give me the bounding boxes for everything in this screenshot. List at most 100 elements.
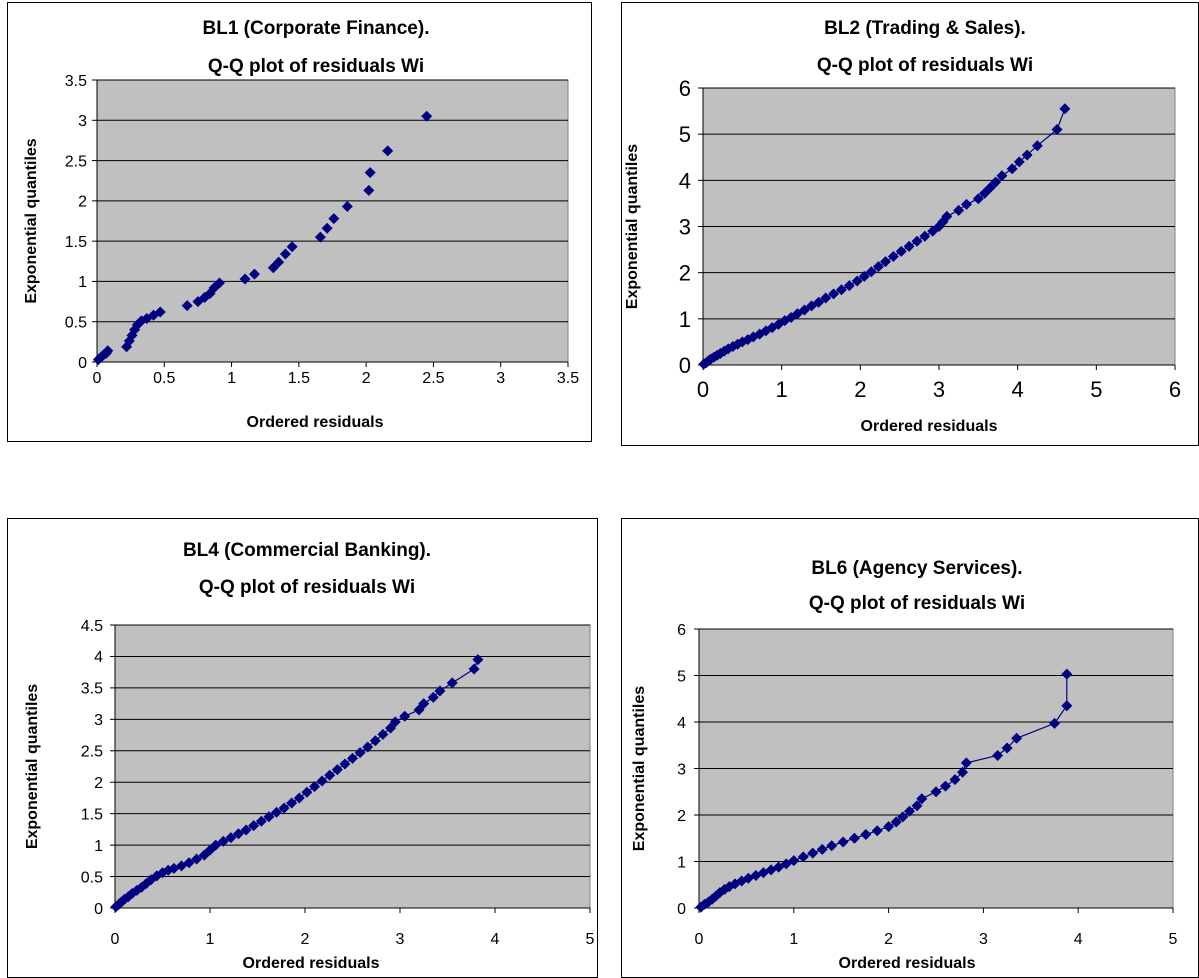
y-tick-label: 1.5 (81, 806, 103, 823)
data-point (434, 685, 446, 697)
y-tick-label: 2 (677, 808, 686, 825)
data-point (239, 273, 251, 285)
y-tick-label: 2 (94, 775, 103, 792)
y-tick-label: 6 (679, 76, 691, 101)
data-point (385, 722, 396, 734)
data-point (1061, 668, 1073, 680)
data-point (858, 270, 870, 282)
chart-title-line-2: Q-Q plot of residuals Wi (809, 593, 1025, 614)
data-point (897, 811, 909, 823)
y-tick-label: 1 (78, 274, 87, 291)
data-point (919, 230, 931, 242)
data-point (314, 231, 326, 243)
data-point (377, 728, 389, 740)
data-point (890, 816, 902, 828)
x-tick-label: 1 (206, 931, 215, 948)
data-point (446, 677, 458, 689)
data-point (1031, 140, 1043, 152)
data-point (1051, 124, 1063, 136)
data-point (278, 802, 290, 814)
data-point (273, 256, 285, 268)
x-axis-title: Ordered residuals (243, 955, 380, 972)
y-tick-label: 3 (679, 214, 691, 239)
x-tick-label: 0 (111, 931, 120, 948)
data-point (1006, 163, 1018, 175)
data-point (813, 296, 825, 308)
x-tick-label: 2.5 (422, 370, 444, 387)
data-point (911, 235, 923, 247)
data-point (788, 855, 800, 867)
data-point (328, 213, 340, 225)
y-tick-label: 0 (677, 901, 686, 918)
data-point (102, 345, 114, 357)
y-tick-label: 3 (78, 113, 87, 130)
y-tick-label: 0 (679, 353, 691, 378)
data-point (865, 266, 877, 278)
y-tick-label: 1 (679, 307, 691, 332)
data-point (837, 836, 849, 848)
y-tick-label: 3.5 (81, 681, 103, 698)
chart-title-line-2: Q-Q plot of residuals Wi (817, 55, 1033, 76)
y-axis-title: Exponential quantiles (23, 138, 40, 303)
y-tick-label: 2 (78, 194, 87, 211)
data-point (820, 292, 832, 304)
y-tick-label: 3.5 (65, 73, 87, 90)
data-point (255, 815, 267, 827)
x-tick-label: 3 (496, 370, 505, 387)
data-point (916, 793, 928, 805)
data-point (828, 288, 840, 300)
data-point (240, 824, 252, 836)
data-point (903, 240, 915, 252)
x-tick-label: 4 (1012, 377, 1024, 402)
x-tick-label: 2 (362, 370, 371, 387)
data-point (324, 769, 336, 781)
data-point (979, 187, 991, 199)
data-point (279, 248, 291, 260)
data-point (984, 182, 996, 194)
data-point (1013, 156, 1025, 168)
y-tick-label: 4 (679, 168, 691, 193)
data-point (798, 304, 810, 316)
data-point (807, 847, 819, 859)
data-point (930, 786, 942, 798)
data-point (949, 774, 961, 786)
data-point (399, 710, 411, 722)
data-point (341, 200, 353, 212)
data-point (421, 110, 433, 122)
chart-title-line-2: Q-Q plot of residuals Wi (208, 56, 424, 77)
data-point (961, 198, 973, 210)
x-tick-label: 1 (789, 931, 798, 948)
data-point (1011, 732, 1023, 744)
data-point (1059, 103, 1071, 115)
data-point (883, 821, 895, 833)
x-tick-label: 0 (697, 377, 709, 402)
data-point (389, 716, 401, 728)
y-axis-title: Exponential quantiles (624, 144, 641, 309)
x-tick-label: 3 (979, 931, 988, 948)
x-tick-label: 5 (1169, 931, 1178, 948)
data-point (468, 663, 480, 675)
data-point (293, 792, 305, 804)
data-point (972, 193, 984, 205)
y-tick-label: 4 (94, 649, 103, 666)
y-tick-label: 1 (94, 838, 103, 855)
x-tick-label: 3.5 (557, 370, 579, 387)
data-point (191, 853, 203, 865)
data-point (903, 805, 915, 817)
y-tick-label: 0.5 (81, 869, 103, 886)
data-point (953, 204, 965, 216)
data-point (248, 820, 260, 832)
y-tick-label: 2 (679, 261, 691, 286)
chart-title-line-1: BL1 (Corporate Finance). (203, 18, 430, 39)
y-tick-label: 2.5 (65, 153, 87, 170)
data-point (347, 752, 358, 764)
data-point (271, 806, 282, 818)
data-point (816, 843, 828, 855)
x-axis-title: Ordered residuals (247, 414, 384, 431)
data-point (880, 256, 892, 268)
data-point (843, 280, 855, 292)
x-tick-label: 5 (586, 931, 595, 948)
data-point (181, 300, 193, 312)
data-point (992, 749, 1004, 761)
y-tick-label: 0 (94, 901, 103, 918)
